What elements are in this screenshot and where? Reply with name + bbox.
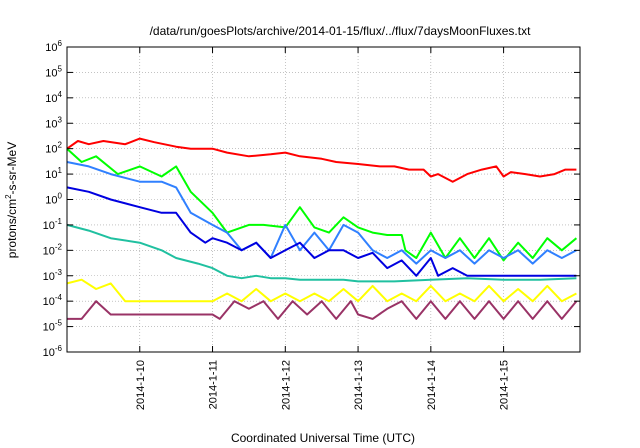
series-green-line (66, 147, 578, 262)
x-tick-label: 2014-1-13 (353, 360, 365, 410)
y-axis-label-sup: 2 (4, 194, 13, 199)
x-tick-label: 2014-1-15 (499, 360, 511, 410)
grid-lines (67, 47, 580, 352)
y-tick-label: 106 (45, 39, 62, 54)
chart-title: /data/run/goesPlots/archive/2014-01-15/f… (150, 24, 532, 38)
y-tick-label: 105 (45, 64, 62, 79)
y-tick-label: 10-4 (43, 293, 63, 308)
y-tick-label: 101 (45, 166, 62, 181)
y-tick-label: 104 (45, 90, 62, 105)
y-axis-label-suffix: -s-sr-MeV (5, 142, 19, 195)
series-blue-dark-line (66, 186, 577, 277)
y-tick-label: 10-5 (43, 319, 63, 334)
y-axis-ticks: 10-6 10-5 10-4 10-3 10-2 10-1 100 101 102 103 104 1… (43, 39, 580, 359)
y-tick-label: 10-1 (43, 217, 63, 232)
y-tick-label: 10-2 (43, 242, 63, 257)
series-purple-line (67, 300, 578, 320)
series-teal-line (66, 223, 577, 283)
x-axis-ticks: 2014-1-10 2014-1-11 2014-1-12 2014-1-13 2014… (135, 47, 511, 410)
y-tick-label: 102 (45, 141, 62, 156)
y-tick-label: 103 (45, 115, 62, 130)
series-red-line (66, 137, 577, 183)
x-tick-label: 2014-1-12 (280, 360, 292, 410)
y-tick-label: 10-6 (43, 344, 63, 359)
plot-frame (66, 46, 581, 353)
y-axis-label: protons/cm2-s-sr-MeV (4, 142, 19, 258)
y-tick-label: 10-3 (43, 268, 63, 283)
x-tick-label: 2014-1-11 (208, 360, 220, 409)
series-blue-light-line (66, 161, 577, 265)
x-tick-label: 2014-1-10 (135, 360, 147, 410)
series-yellow-line (66, 278, 577, 303)
data-series (66, 137, 578, 320)
x-axis-label: Coordinated Universal Time (UTC) (231, 431, 415, 445)
y-tick-label: 100 (45, 192, 62, 207)
y-axis-label-prefix: protons/cm (5, 199, 19, 258)
x-tick-label: 2014-1-14 (426, 360, 438, 410)
